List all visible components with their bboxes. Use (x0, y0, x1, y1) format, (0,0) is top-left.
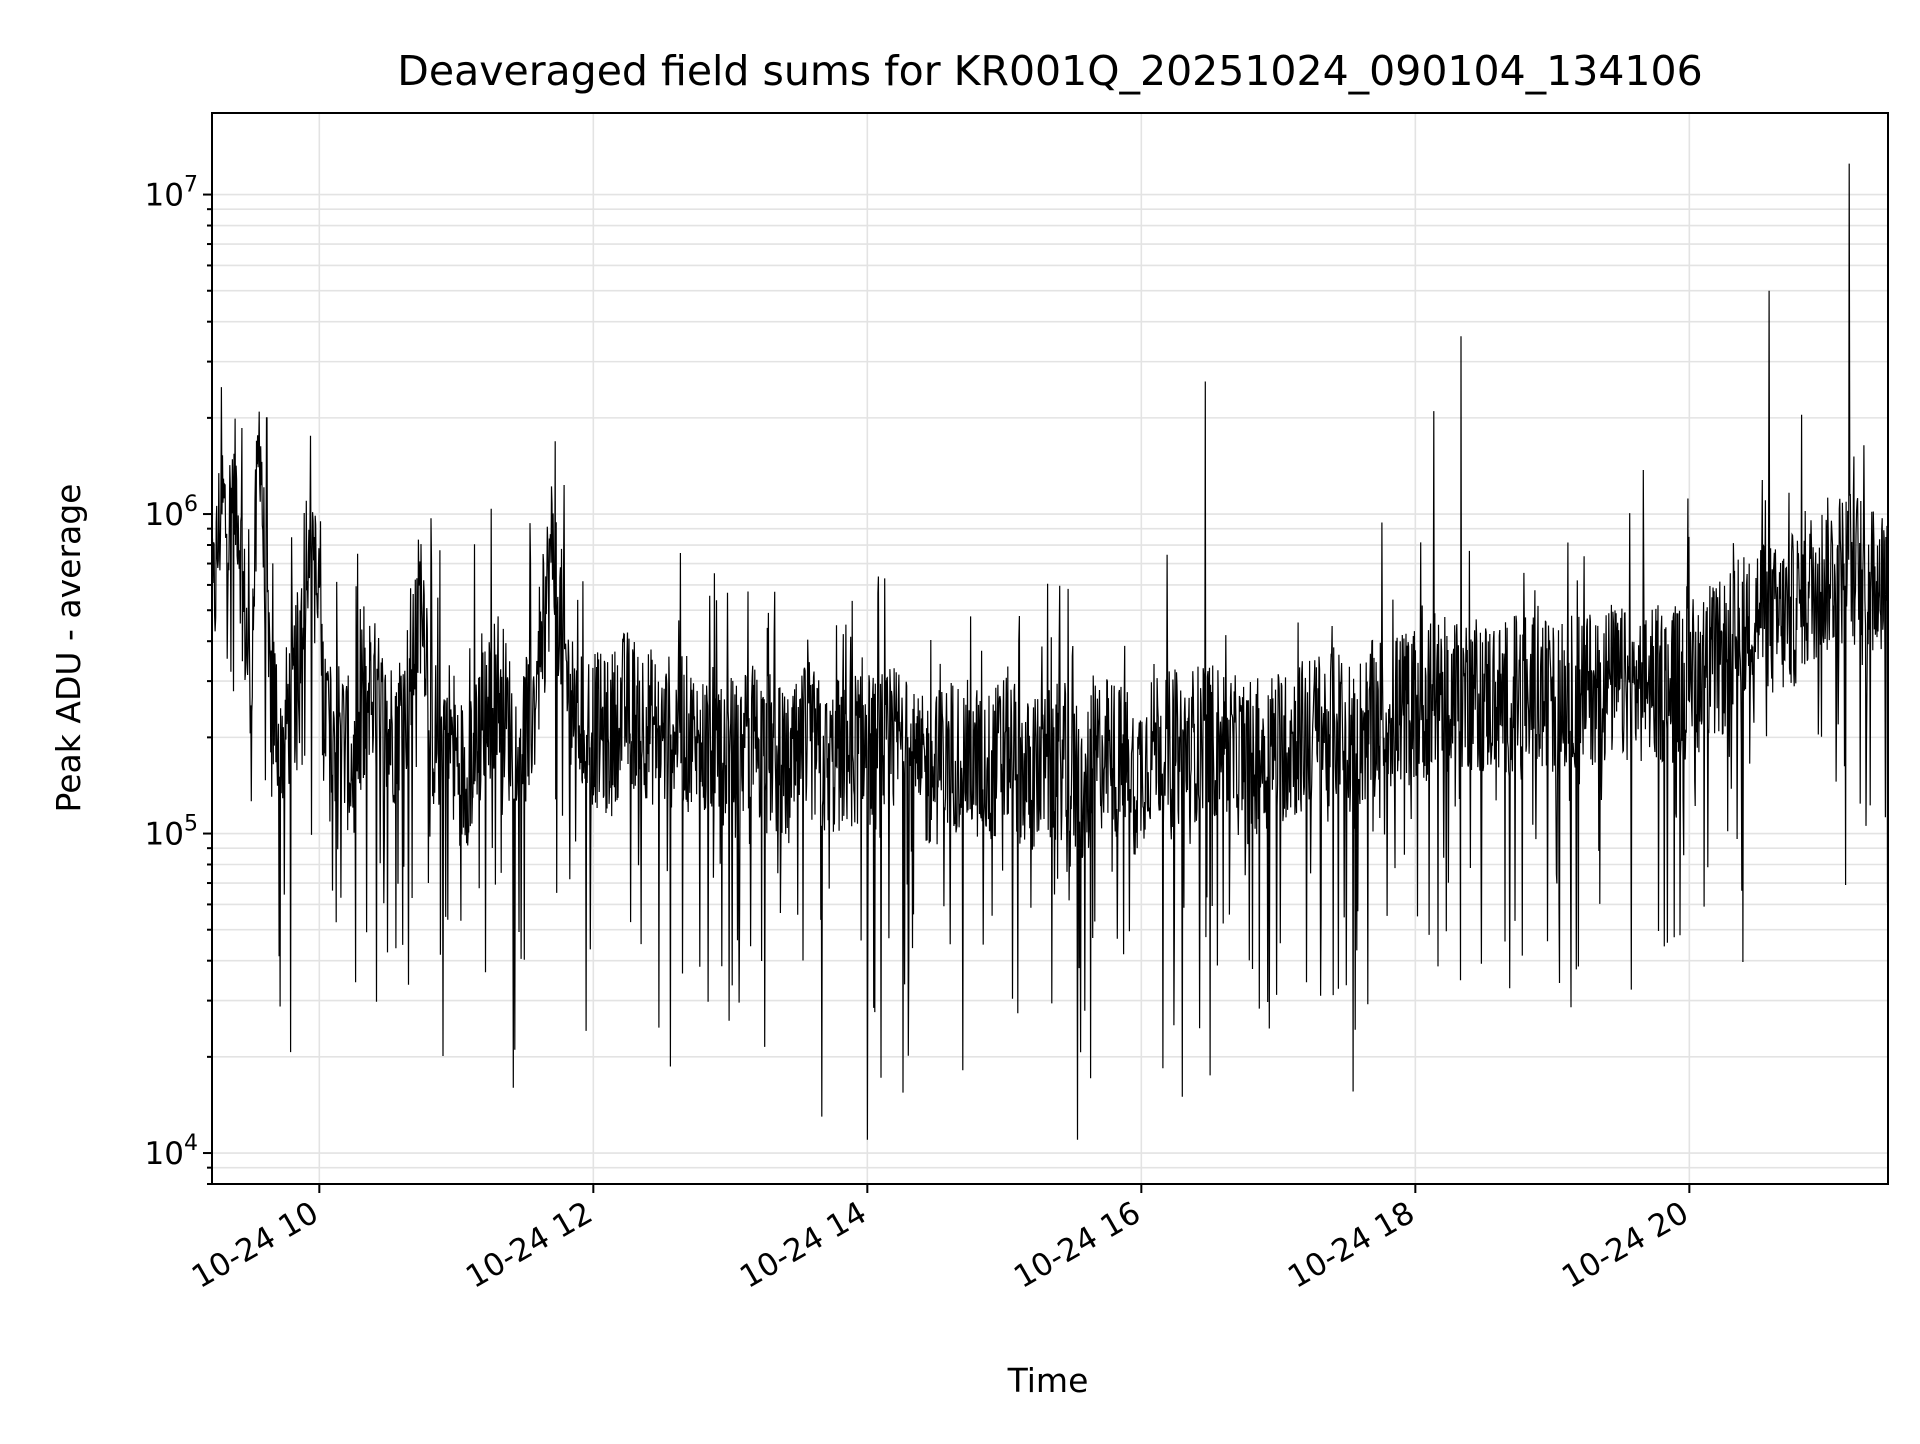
chart-title: Deaveraged field sums for KR001Q_2025102… (397, 47, 1702, 95)
y-tick-label: 105 (145, 812, 198, 853)
y-axis-label: Peak ADU - average (49, 484, 88, 813)
plot-area (212, 163, 1888, 1140)
y-axis-ticks: 104 105 106 107 (145, 173, 212, 1185)
y-tick-label: 106 (145, 492, 198, 533)
x-axis-label: Time (1007, 1361, 1089, 1400)
plot-frame (211, 112, 1889, 1185)
y-tick-label: 107 (145, 173, 198, 214)
y-tick-label: 104 (145, 1131, 198, 1172)
series-line (212, 163, 1888, 1140)
